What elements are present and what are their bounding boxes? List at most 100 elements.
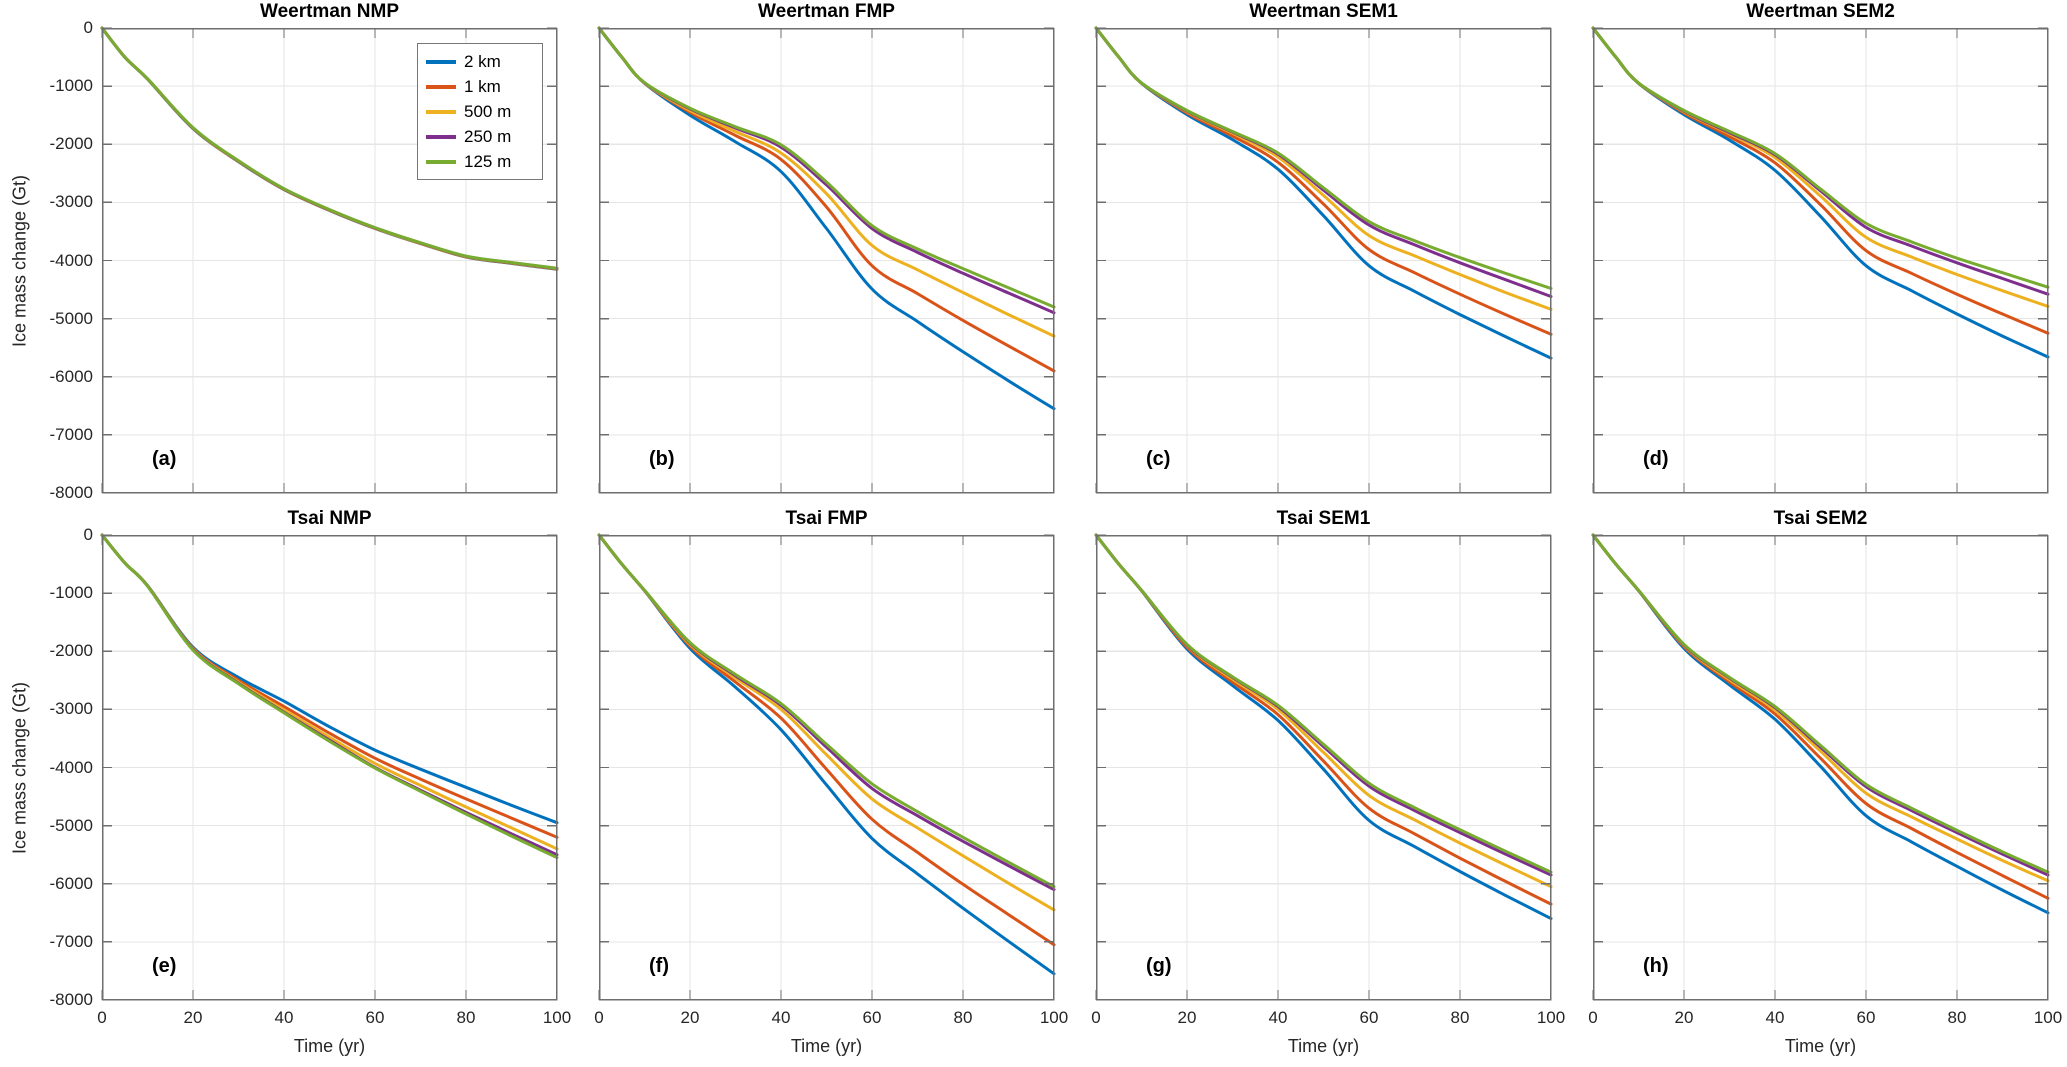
axis-box: [1592, 27, 2049, 494]
series-line-2-km: [100, 533, 559, 825]
series-line-250-m: [1591, 533, 2050, 877]
y-tick-label: -4000: [49, 757, 93, 777]
x-tick-label: 80: [1947, 1008, 1967, 1027]
series-line-2-km: [597, 26, 1056, 411]
curves: [597, 533, 1056, 976]
legend-line-sample: [426, 109, 456, 114]
series-line-125-m: [100, 26, 559, 270]
panel-tsai-sem1-title: Tsai SEM1: [1276, 508, 1371, 529]
legend-entry: 125 m: [426, 149, 536, 174]
panel-tsai-sem2-x-axis-label: Time (yr): [1784, 1036, 1857, 1056]
panel-weertman-sem2-plot-area: [1591, 26, 2050, 494]
y-tick-label: -2000: [49, 134, 93, 154]
x-tick-label: 60: [1359, 1008, 1379, 1027]
curves: [1094, 26, 1553, 360]
panel-tsai-nmp-title: Tsai NMP: [287, 508, 372, 529]
x-tick-label: 100: [1536, 1008, 1566, 1027]
gridlines: [1096, 28, 1551, 493]
x-tick-label: 0: [1091, 1008, 1101, 1027]
series-line-1-km: [100, 533, 559, 839]
y-tick-label: -7000: [49, 931, 93, 951]
legend-line-sample: [426, 84, 456, 89]
x-tick-label: 20: [1674, 1008, 1694, 1027]
series-line-1-km: [1591, 26, 2050, 335]
legend-entry: 250 m: [426, 124, 536, 149]
panel-tsai-fmp-title: Tsai FMP: [785, 508, 868, 529]
x-tick-label: 20: [680, 1008, 700, 1027]
x-tick-label: 40: [1765, 1008, 1785, 1027]
series-line-125-m: [100, 533, 559, 860]
x-tick-label: 0: [97, 1008, 107, 1027]
series-line-1-km: [1094, 533, 1553, 906]
x-tick-label: 100: [2033, 1008, 2063, 1027]
series-line-500-m: [1094, 533, 1553, 889]
series-line-125-m: [597, 26, 1056, 309]
panel-weertman-sem2-title: Weertman SEM2: [1746, 1, 1895, 22]
axis-box: [1095, 27, 1552, 494]
legend-label: 250 m: [464, 126, 512, 146]
series-line-1-km: [597, 26, 1056, 373]
panel-tsai-sem2-title: Tsai SEM2: [1773, 508, 1868, 529]
tick-marks: [101, 534, 558, 1001]
curves: [597, 26, 1056, 411]
series-line-1-km: [1094, 26, 1553, 336]
axis-box: [598, 534, 1055, 1001]
series-line-125-m: [1591, 533, 2050, 874]
legend-label: 2 km: [464, 51, 501, 71]
x-tick-label: 60: [862, 1008, 882, 1027]
legend-label: 1 km: [464, 76, 501, 96]
series-line-250-m: [1591, 26, 2050, 296]
y-tick-label: -1000: [49, 76, 93, 96]
y-tick-label: -3000: [49, 192, 93, 212]
series-line-250-m: [1094, 26, 1553, 298]
legend-entry: 2 km: [426, 49, 536, 74]
series-line-125-m: [1094, 26, 1553, 290]
curves: [1591, 26, 2050, 359]
panel-weertman-sem1-plot-area: [1094, 26, 1553, 494]
series-line-500-m: [1591, 533, 2050, 883]
x-tick-label: 40: [1268, 1008, 1288, 1027]
y-tick-label: -2000: [49, 641, 93, 661]
series-line-2-km: [1591, 533, 2050, 915]
legend: 2 km 1 km 500 m 250 m 125 m: [417, 43, 543, 180]
panel-tsai-nmp-x-axis-label: Time (yr): [293, 1036, 366, 1056]
gridlines: [599, 28, 1054, 493]
gridlines: [1593, 28, 2048, 493]
legend-label: 125 m: [464, 151, 512, 171]
series-line-2-km: [1094, 26, 1553, 360]
panel-weertman-sem1-letter: (c): [1146, 448, 1171, 470]
panel-tsai-nmp-plot-area: [100, 533, 559, 1001]
x-tick-label: 0: [1588, 1008, 1598, 1027]
panel-weertman-nmp-y-axis-label: Ice mass change (Gt): [9, 174, 30, 347]
series-line-125-m: [597, 533, 1056, 889]
legend-line-sample: [426, 59, 456, 64]
panel-tsai-nmp-y-axis-label: Ice mass change (Gt): [9, 681, 30, 854]
panel-tsai-fmp-letter: (f): [649, 955, 669, 977]
legend-line-sample: [426, 159, 456, 164]
panel-weertman-fmp-letter: (b): [649, 448, 675, 470]
panel-tsai-sem1-plot-area: [1094, 533, 1553, 1001]
panel-weertman-sem1-title: Weertman SEM1: [1249, 1, 1398, 22]
panel-weertman-nmp-letter: (a): [152, 448, 177, 470]
legend-line-sample: [426, 134, 456, 139]
x-tick-label: 80: [953, 1008, 973, 1027]
gridlines: [1096, 535, 1551, 1000]
curves: [100, 533, 559, 860]
gridlines: [102, 28, 557, 493]
x-tick-label: 60: [365, 1008, 385, 1027]
panel-tsai-sem2-plot-area: [1591, 533, 2050, 1001]
legend-label: 500 m: [464, 101, 512, 121]
x-tick-label: 0: [594, 1008, 604, 1027]
gridlines: [102, 535, 557, 1000]
x-tick-label: 100: [542, 1008, 572, 1027]
y-tick-label: 0: [83, 18, 93, 37]
axis-box: [101, 27, 558, 494]
x-tick-label: 100: [1039, 1008, 1069, 1027]
axis-box: [598, 27, 1055, 494]
gridlines: [599, 535, 1054, 1000]
panel-tsai-sem1-letter: (g): [1146, 955, 1172, 977]
panel-weertman-nmp-plot-area: [100, 26, 559, 494]
y-tick-label: -8000: [49, 990, 93, 1009]
y-tick-label: 0: [83, 525, 93, 544]
